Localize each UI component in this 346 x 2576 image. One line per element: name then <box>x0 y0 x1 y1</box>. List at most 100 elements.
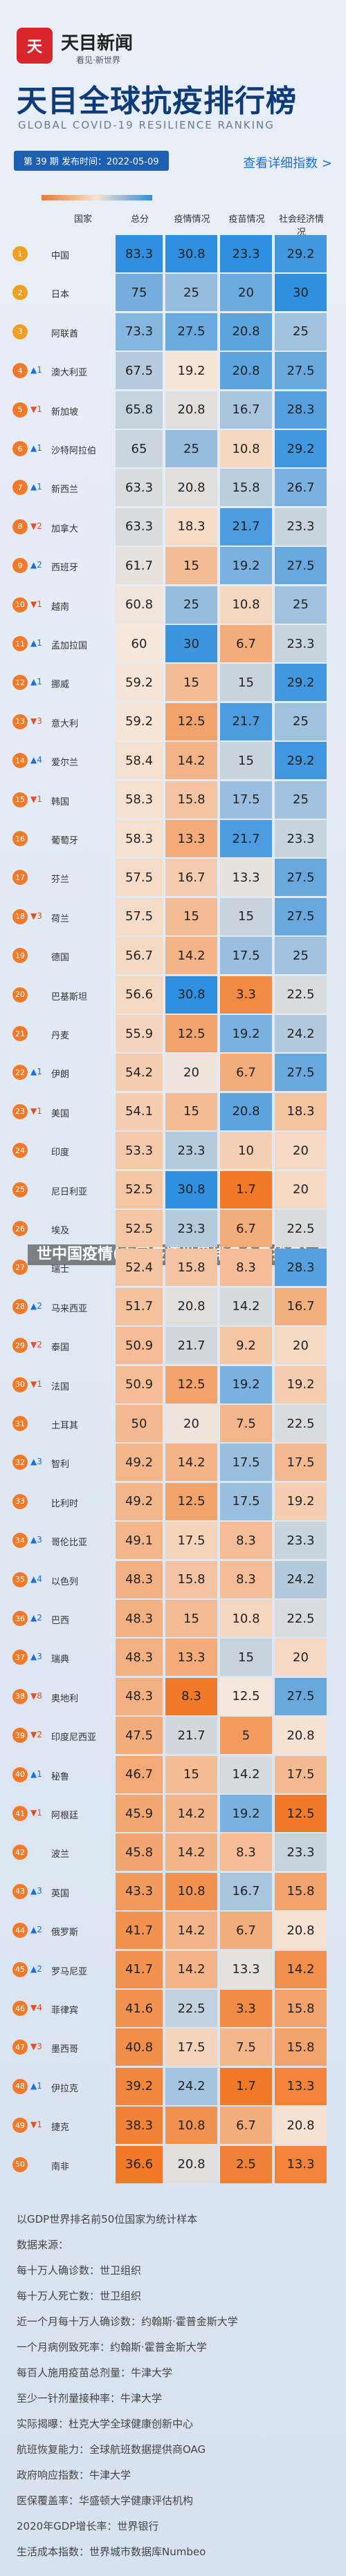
rank-change: ▼2 <box>30 1340 42 1350</box>
score-cell: 30 <box>165 625 217 662</box>
rank-badge: 22 <box>12 1065 28 1081</box>
score-cell: 3.3 <box>220 976 272 1014</box>
rank-badge: 31 <box>12 1416 28 1431</box>
score-cell: 10.8 <box>220 1600 272 1637</box>
detail-link[interactable]: 查看详细指数 > <box>243 156 332 171</box>
rank-badge: 23 <box>12 1103 28 1119</box>
score-cell: 21.7 <box>165 1327 217 1365</box>
score-cell: 47.5 <box>116 1717 163 1755</box>
score-cell: 16.7 <box>275 1287 327 1325</box>
score-cell: 13.3 <box>275 2145 327 2183</box>
rank-badge: 12 <box>12 675 28 691</box>
score-cell: 8.3 <box>220 1833 272 1872</box>
rank-change: ▼1 <box>30 599 42 609</box>
score-cell: 12.5 <box>220 1677 272 1715</box>
country: 土耳其 <box>51 1421 79 1431</box>
country: 越南 <box>51 601 70 613</box>
score-cell: 14.2 <box>165 937 217 975</box>
score-cell: 20.8 <box>220 352 272 390</box>
score-cell: 15 <box>220 664 272 702</box>
country: 荷兰 <box>51 913 70 924</box>
rank-change: ▲2 <box>30 1925 42 1935</box>
score-cell: 73.3 <box>116 312 163 351</box>
rank-change: ▲3 <box>30 1652 42 1662</box>
score-cell: 25 <box>275 781 327 819</box>
score-cell: 50.9 <box>116 1365 163 1403</box>
score-cell: 14.2 <box>275 1950 327 1988</box>
country: 尼日利亚 <box>51 1186 88 1197</box>
score-cell: 20.8 <box>165 2145 217 2183</box>
country: 墨西哥 <box>51 2044 79 2055</box>
score-cell: 20.8 <box>275 2107 327 2145</box>
score-cell: 17.5 <box>220 937 272 975</box>
score-cell: 51.7 <box>116 1287 163 1325</box>
country: 葡萄牙 <box>51 836 79 846</box>
rank-badge: 43 <box>12 1883 28 1899</box>
score-cell: 40.8 <box>116 2028 163 2066</box>
score-cell: 20.8 <box>275 1912 327 1950</box>
country: 波兰 <box>51 1849 70 1860</box>
rank-badge: 4 <box>12 363 28 379</box>
note: 2020年GDP增长率：世界银行 <box>17 2520 159 2532</box>
rank-badge: 32 <box>12 1455 28 1471</box>
score-cell: 24.2 <box>275 1560 327 1598</box>
score-cell: 17.5 <box>165 1522 217 1560</box>
rank-change: ▼2 <box>30 521 42 531</box>
score-cell: 28.3 <box>275 1249 327 1287</box>
score-cell: 21.7 <box>220 702 272 740</box>
score-cell: 14.2 <box>165 1833 217 1872</box>
country: 奥地利 <box>51 1693 79 1704</box>
score-cell: 30.8 <box>165 235 217 272</box>
score-cell: 15.8 <box>275 1990 327 2027</box>
score-cell: 65.8 <box>116 391 163 429</box>
rank-badge: 7 <box>12 480 28 496</box>
score-cell: 1.7 <box>220 1170 272 1208</box>
rank-badge: 38 <box>12 1688 28 1704</box>
rank-change: ▲4 <box>30 755 42 765</box>
issue: 第 39 期 发布时间：2022-05-09 <box>14 151 169 171</box>
score-cell: 57.5 <box>116 859 163 897</box>
score-cell: 15 <box>165 1600 217 1637</box>
rank-badge: 14 <box>12 753 28 769</box>
score-cell: 22.5 <box>275 976 327 1014</box>
column-header: 疫苗情况 <box>228 214 265 225</box>
score-cell: 60 <box>116 625 163 662</box>
score-cell: 17.5 <box>165 2028 217 2066</box>
score-cell: 14.2 <box>165 742 217 780</box>
score-cell: 52.4 <box>116 1249 163 1287</box>
rank-badge: 26 <box>12 1221 28 1236</box>
rank-badge: 47 <box>12 2040 28 2055</box>
score-cell: 19.2 <box>220 1015 272 1052</box>
score-cell: 27.5 <box>275 1677 327 1715</box>
country: 英国 <box>51 1888 70 1899</box>
country: 捷克 <box>51 2122 70 2134</box>
rank-badge: 9 <box>12 558 28 574</box>
score-cell: 10.8 <box>220 586 272 624</box>
score-cell: 20 <box>275 1170 327 1208</box>
country: 印度 <box>51 1148 70 1159</box>
score-cell: 19.2 <box>220 1795 272 1832</box>
score-cell: 23.3 <box>275 1522 327 1560</box>
score-cell: 26.7 <box>275 469 327 507</box>
country: 哥伦比亚 <box>51 1538 88 1549</box>
score-cell: 23.3 <box>165 1132 217 1170</box>
rank-change: ▲1 <box>30 1768 42 1779</box>
score-cell: 61.7 <box>116 547 163 585</box>
note: 医保覆盖率：华盛顿大学健康评估机构 <box>17 2494 194 2507</box>
score-cell: 6.7 <box>220 625 272 662</box>
score-cell: 20.8 <box>165 469 217 507</box>
score-cell: 15 <box>220 742 272 780</box>
score-cell: 19.2 <box>220 547 272 585</box>
score-cell: 15 <box>165 547 217 585</box>
country: 伊朗 <box>51 1070 70 1081</box>
rank-change: ▼1 <box>30 404 42 414</box>
country: 日本 <box>51 290 70 301</box>
rank-badge: 34 <box>12 1533 28 1549</box>
score-cell: 59.2 <box>116 702 163 740</box>
score-cell: 18.3 <box>275 1092 327 1130</box>
rank-badge: 8 <box>12 519 28 534</box>
logo-main: 天目新闻 <box>61 33 134 54</box>
rank-badge: 13 <box>12 713 28 729</box>
score-cell: 53.3 <box>116 1132 163 1170</box>
rank-change: ▲3 <box>30 1457 42 1467</box>
